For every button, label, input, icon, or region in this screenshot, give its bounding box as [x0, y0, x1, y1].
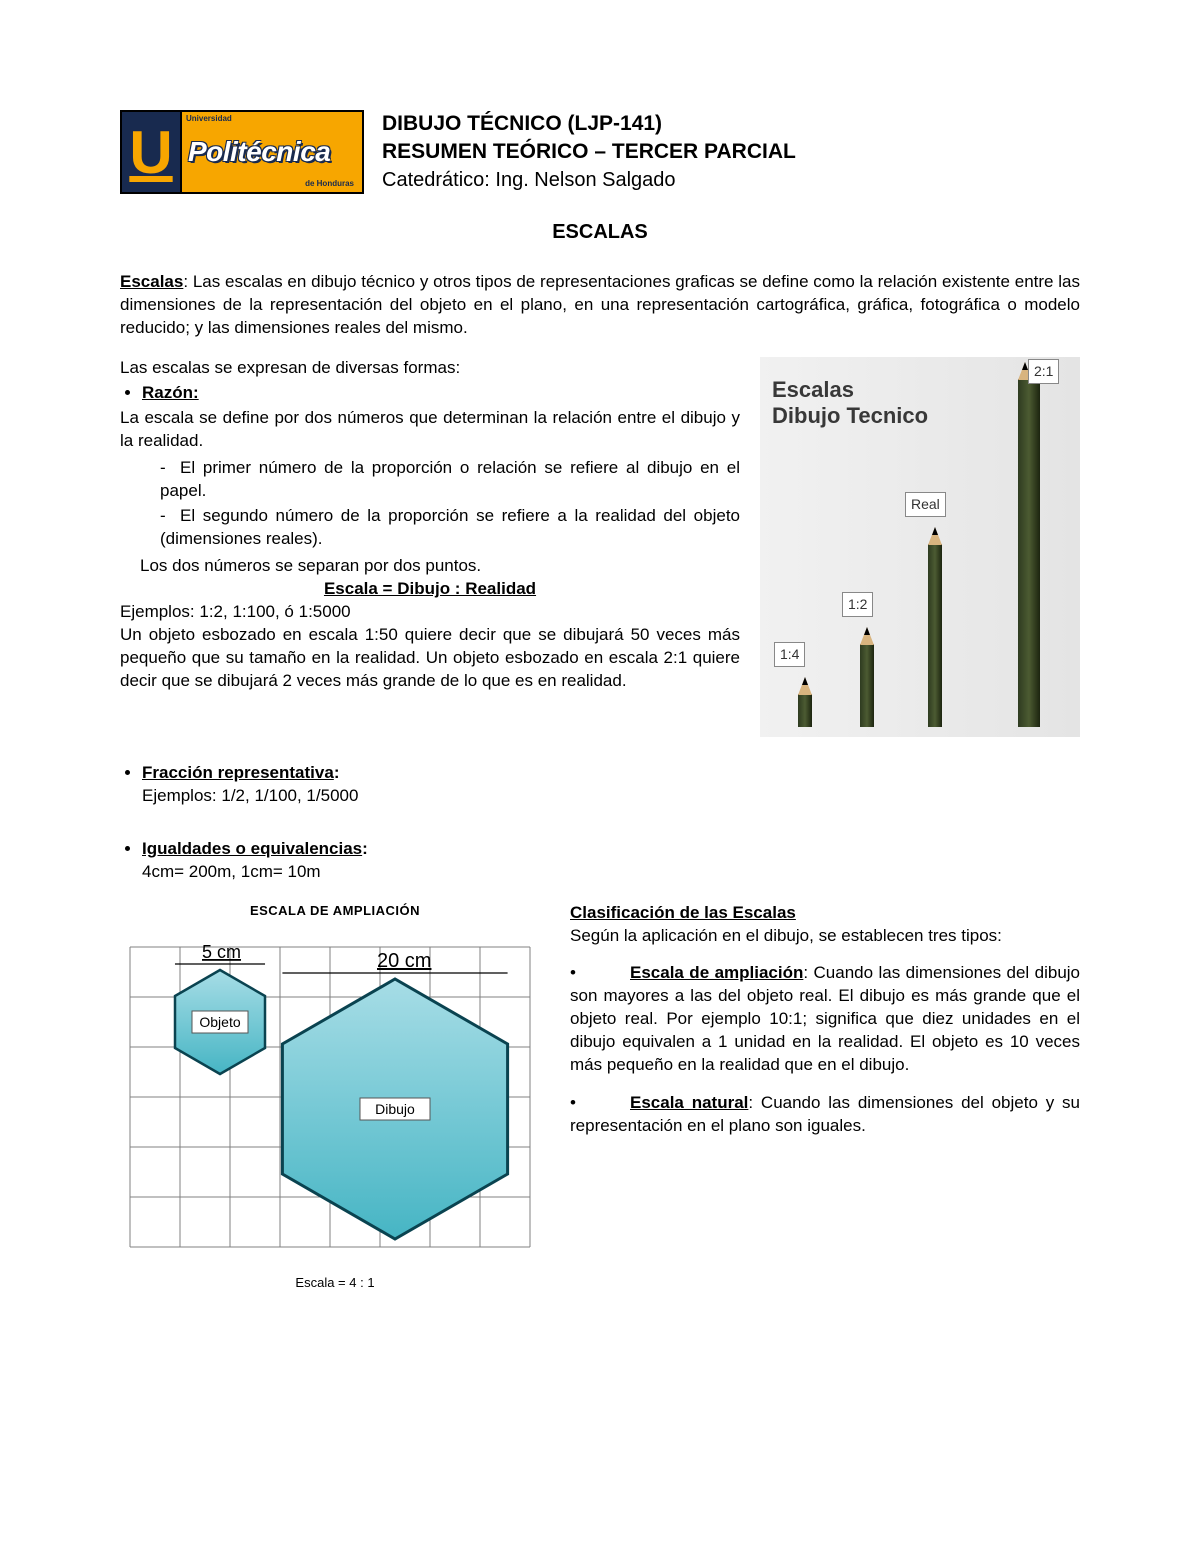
hexagon-figure-title: ESCALA DE AMPLIACIÓN [120, 902, 550, 920]
fraccion-examples: Ejemplos: 1/2, 1/100, 1/5000 [142, 786, 358, 805]
fraccion-bullet: Fracción representativa: Ejemplos: 1/2, … [142, 762, 1080, 808]
logo: U Politécnica Universidad de Honduras [120, 110, 364, 194]
course-subtitle: RESUMEN TEÓRICO – TERCER PARCIAL [382, 138, 796, 166]
nat-title: Escala natural [630, 1093, 748, 1112]
razon-text-column: Las escalas se expresan de diversas form… [120, 357, 740, 693]
page: U Politécnica Universidad de Honduras DI… [0, 0, 1200, 1352]
logo-name: Politécnica [182, 133, 362, 171]
razon-p3: Un objeto esbozado en escala 1:50 quiere… [120, 624, 740, 693]
section-razon: Las escalas se expresan de diversas form… [120, 357, 1080, 737]
razon-dash-list: -El primer número de la proporción o rel… [160, 457, 740, 552]
hexagon-figure: 5 cm Objeto 20 cm Dibujo [120, 927, 540, 1264]
pencil-tag: 1:4 [774, 642, 805, 667]
razon-dash-1: -El primer número de la proporción o rel… [160, 457, 740, 503]
section-classification: ESCALA DE AMPLIACIÓN 5 cm Objeto 20 cm Dibu… [120, 902, 1080, 1292]
igualdades-label: Igualdades o equivalencias [142, 839, 362, 858]
logo-bottom-small: de Honduras [305, 179, 354, 190]
pencil [798, 694, 812, 727]
logo-top-small: Universidad [186, 114, 232, 125]
razon-p2: Los dos números se separan por dos punto… [140, 555, 740, 578]
pencils-figure: Escalas Dibujo Tecnico 1:41:2Real2:1 [760, 357, 1080, 737]
pencil [1018, 379, 1040, 727]
razon-p1: La escala se define por dos números que … [120, 407, 740, 453]
razon-dash-2: -El segundo número de la proporción se r… [160, 505, 740, 551]
header-text: DIBUJO TÉCNICO (LJP-141) RESUMEN TEÓRICO… [382, 110, 796, 194]
hexagon-caption: Escala = 4 : 1 [120, 1274, 550, 1292]
intro-text: : Las escalas en dibujo técnico y otros … [120, 272, 1080, 337]
pencil [860, 644, 874, 727]
hexagon-svg: 5 cm Objeto 20 cm Dibujo [120, 927, 540, 1257]
razon-examples: Ejemplos: 1:2, 1:100, ó 1:5000 [120, 601, 740, 624]
main-title: ESCALAS [120, 219, 1080, 246]
razon-bullet: Razón: [142, 382, 740, 405]
svg-text:20 cm: 20 cm [377, 950, 431, 972]
amp-title: Escala de ampliación [630, 963, 803, 982]
svg-text:Objeto: Objeto [199, 1014, 240, 1030]
svg-text:Dibujo: Dibujo [375, 1101, 415, 1117]
classification-title: Clasificación de las Escalas [570, 902, 1080, 925]
igualdades-bullet: Igualdades o equivalencias: 4cm= 200m, 1… [142, 838, 1080, 884]
professor: Catedrático: Ing. Nelson Salgado [382, 167, 796, 194]
intro-bold: Escalas [120, 272, 183, 291]
svg-text:5 cm: 5 cm [202, 942, 241, 962]
razon-label: Razón: [142, 383, 199, 402]
fraccion-label: Fracción representativa [142, 763, 334, 782]
course-code: DIBUJO TÉCNICO (LJP-141) [382, 110, 796, 138]
classification-ampliacion: •Escala de ampliación: Cuando las dimens… [570, 962, 1080, 1077]
logo-letter: U [122, 112, 182, 192]
pencils-title-2: Dibujo Tecnico [772, 401, 928, 431]
pencils-figure-column: Escalas Dibujo Tecnico 1:41:2Real2:1 [760, 357, 1080, 737]
pencil-tag: Real [905, 492, 946, 517]
pencil-tag: 1:2 [842, 592, 873, 617]
classification-intro: Según la aplicación en el dibujo, se est… [570, 925, 1080, 948]
forms-intro: Las escalas se expresan de diversas form… [120, 357, 740, 380]
document-header: U Politécnica Universidad de Honduras DI… [120, 110, 1080, 194]
classification-text-column: Clasificación de las Escalas Según la ap… [570, 902, 1080, 1153]
intro-paragraph: Escalas: Las escalas en dibujo técnico y… [120, 271, 1080, 340]
igualdades-examples: 4cm= 200m, 1cm= 10m [142, 862, 321, 881]
classification-natural: •Escala natural: Cuando las dimensiones … [570, 1092, 1080, 1138]
razon-formula: Escala = Dibujo : Realidad [120, 578, 740, 601]
pencil [928, 544, 942, 727]
pencil-tag: 2:1 [1028, 359, 1059, 384]
hexagon-figure-column: ESCALA DE AMPLIACIÓN 5 cm Objeto 20 cm Dibu… [120, 902, 550, 1292]
